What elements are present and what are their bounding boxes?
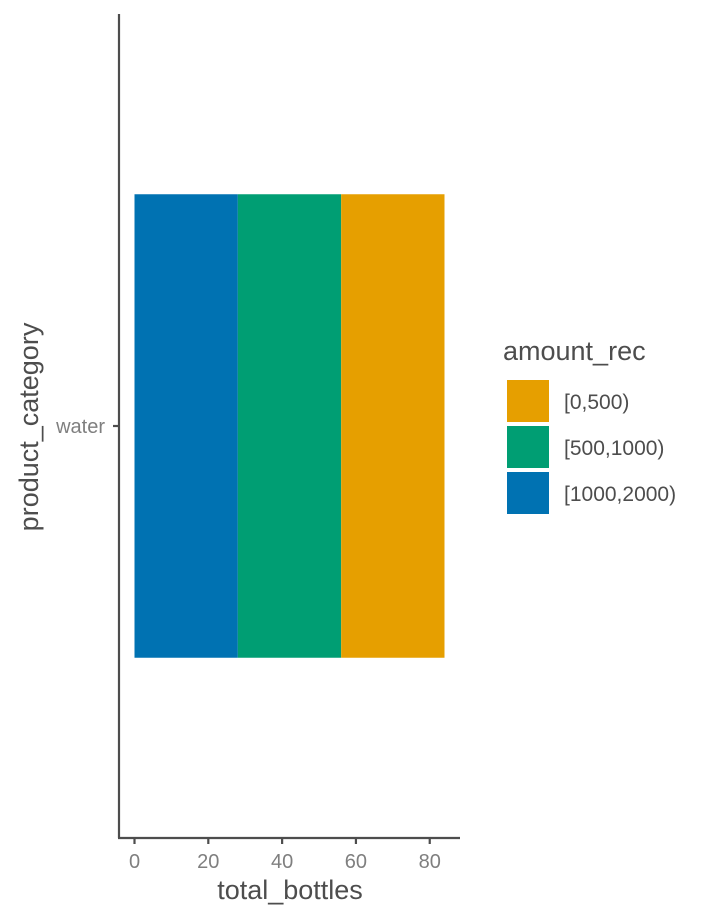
x-tick-label: 0 [129, 851, 140, 873]
legend-key [507, 472, 549, 514]
legend-items: [0,500) [500,1000) [1000,2000) [507, 380, 676, 514]
bars-group [134, 194, 445, 658]
legend: amount_rec [0,500) [500,1000) [1000,2000) [503, 336, 676, 514]
legend-label: [0,500) [564, 391, 629, 414]
x-tick-label: 60 [345, 851, 367, 873]
bar-segment [341, 194, 445, 658]
legend-key [507, 380, 549, 422]
x-tick-label: 80 [419, 851, 441, 873]
x-axis-title: total_bottles [217, 875, 363, 905]
x-ticks-group: 0 20 40 60 80 [129, 838, 441, 873]
legend-title: amount_rec [503, 336, 646, 366]
x-tick-label: 40 [271, 851, 293, 873]
y-tick-label: water [55, 416, 105, 438]
legend-label: [500,1000) [564, 437, 664, 460]
x-tick-label: 20 [197, 851, 219, 873]
y-axis-title: product_category [14, 322, 44, 531]
bar-segment [237, 194, 342, 658]
legend-label: [1000,2000) [564, 483, 676, 506]
bar-segment [134, 194, 238, 658]
legend-key [507, 426, 549, 468]
y-ticks-group: water [55, 416, 119, 438]
